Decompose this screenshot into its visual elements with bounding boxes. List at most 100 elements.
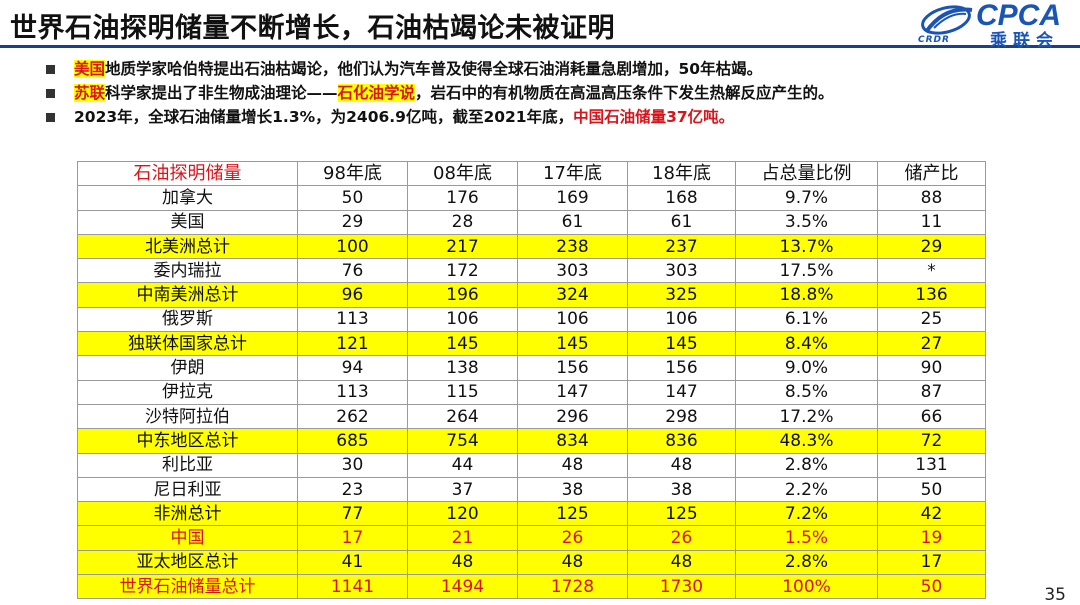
row-label-cell: 俄罗斯 — [77, 306, 298, 333]
table-cell: 1730 — [627, 574, 736, 600]
table-cell: 25 — [877, 306, 986, 333]
table-cell: 26 — [517, 525, 628, 551]
logo-text: CPCA — [976, 0, 1062, 32]
table-cell: 17.5% — [735, 258, 878, 284]
table-cell: 176 — [407, 185, 518, 211]
table-cell: 106 — [407, 306, 518, 333]
table-cell: 90 — [877, 355, 986, 381]
bullet-body: ，岩石中的有机物质在高温高压条件下发生热解反应产生的。 — [415, 84, 834, 102]
table-cell: 29 — [297, 209, 408, 235]
row-label-cell: 美国 — [77, 209, 298, 235]
table-cell: 8.4% — [735, 331, 878, 357]
header-cell: 占总量比例 — [735, 160, 878, 187]
table-cell: 37 — [407, 476, 518, 503]
table-row: 独联体国家总计 121 145 145 145 8.4% 27 — [77, 331, 986, 357]
table-cell: 30 — [297, 452, 408, 478]
bullet-square-icon — [46, 113, 55, 122]
header-cell: 17年底 — [517, 160, 628, 187]
row-label-cell: 尼日利亚 — [77, 476, 298, 503]
table-cell: 1.5% — [735, 525, 878, 551]
table-header-row: 石油探明储量 98年底 08年底 17年底 18年底 占总量比例 储产比 — [77, 160, 986, 187]
highlight-theory: 石化油学说 — [337, 84, 416, 102]
table-cell: 2.8% — [735, 549, 878, 576]
table-row: 委内瑞拉 76 172 303 303 17.5% * — [77, 258, 986, 284]
table-cell: 9.7% — [735, 185, 878, 211]
table-cell: 76 — [297, 258, 408, 284]
table-cell: 1494 — [407, 574, 518, 600]
table-row: 尼日利亚 23 37 38 38 2.2% 50 — [77, 476, 986, 503]
row-label-cell: 非洲总计 — [77, 501, 298, 527]
table-cell: 48 — [627, 549, 736, 576]
cpca-logo: CRDR CPCA 乘联会 — [912, 0, 1080, 51]
table-row: 非洲总计 77 120 125 125 7.2% 42 — [77, 501, 986, 527]
table-cell: 1728 — [517, 574, 628, 600]
table-cell: 29 — [877, 233, 986, 260]
table-cell: 147 — [627, 379, 736, 405]
table-cell: 28 — [407, 209, 518, 235]
row-label-cell: 独联体国家总计 — [77, 331, 298, 357]
bullet-square-icon — [46, 65, 55, 74]
table-row: 亚太地区总计 41 48 48 48 2.8% 17 — [77, 549, 986, 576]
table-cell: 147 — [517, 379, 628, 405]
table-row: 伊拉克 113 115 147 147 8.5% 87 — [77, 379, 986, 405]
table-cell: 50 — [877, 574, 986, 600]
table-cell: 113 — [297, 306, 408, 333]
table-cell: 136 — [877, 282, 986, 308]
bullet-text: 美国地质学家哈伯特提出石油枯竭论，他们认为汽车普及使得全球石油消耗量急剧增加，5… — [74, 58, 762, 80]
table-cell: 50 — [297, 185, 408, 211]
row-label-cell: 加拿大 — [77, 185, 298, 211]
table-cell: 17 — [877, 549, 986, 576]
header-cell: 98年底 — [297, 160, 408, 187]
table-cell: 115 — [407, 379, 518, 405]
table-cell: 145 — [627, 331, 736, 357]
table-row: 沙特阿拉伯 262 264 296 298 17.2% 66 — [77, 403, 986, 430]
table-cell: 196 — [407, 282, 518, 308]
header-cell: 储产比 — [877, 160, 986, 187]
table-cell: 324 — [517, 282, 628, 308]
table-cell: 834 — [517, 428, 628, 454]
table-row: 俄罗斯 113 106 106 106 6.1% 25 — [77, 306, 986, 333]
table-cell: 237 — [627, 233, 736, 260]
table-cell: 96 — [297, 282, 408, 308]
table-row: 北美洲总计 100 217 238 237 13.7% 29 — [77, 233, 986, 260]
table-cell: 50 — [877, 476, 986, 503]
table-cell: 131 — [877, 452, 986, 478]
row-label-cell: 中东地区总计 — [77, 428, 298, 454]
table-cell: 2.2% — [735, 476, 878, 503]
table-cell: 100% — [735, 574, 878, 600]
row-label-cell: 委内瑞拉 — [77, 258, 298, 284]
table-cell: 2.8% — [735, 452, 878, 478]
table-cell: 121 — [297, 331, 408, 357]
table-cell: 48 — [517, 549, 628, 576]
table-cell: 168 — [627, 185, 736, 211]
table-cell: 836 — [627, 428, 736, 454]
logo-chinese-name: 乘联会 — [990, 31, 1059, 51]
table-cell: 77 — [297, 501, 408, 527]
table-cell: 66 — [877, 403, 986, 430]
table-cell: 298 — [627, 403, 736, 430]
table-cell: 7.2% — [735, 501, 878, 527]
bullet-body: 2023年，全球石油储量增长1.3%，为2406.9亿吨，截至2021年底， — [74, 108, 574, 126]
table-cell: 17.2% — [735, 403, 878, 430]
table-cell: 48.3% — [735, 428, 878, 454]
table-cell: 61 — [517, 209, 628, 235]
table-row: 伊朗 94 138 156 156 9.0% 90 — [77, 355, 986, 381]
table-row: 中东地区总计 685 754 834 836 48.3% 72 — [77, 428, 986, 454]
table-cell: 113 — [297, 379, 408, 405]
table-cell: 125 — [517, 501, 628, 527]
table-cell: 44 — [407, 452, 518, 478]
table-cell: 120 — [407, 501, 518, 527]
table-cell: 262 — [297, 403, 408, 430]
table-body: 加拿大 50 176 169 168 9.7% 88 美国 29 28 61 61 3.5% 11 北美洲总… — [77, 185, 986, 600]
table-cell: 17 — [297, 525, 408, 551]
table-cell: 9.0% — [735, 355, 878, 381]
table-row: 中南美洲总计 96 196 324 325 18.8% 136 — [77, 282, 986, 308]
table-cell: 125 — [627, 501, 736, 527]
table-cell: 38 — [517, 476, 628, 503]
table-cell: 48 — [627, 452, 736, 478]
table-cell: 6.1% — [735, 306, 878, 333]
table-cell: 3.5% — [735, 209, 878, 235]
bullet-text: 苏联科学家提出了非生物成油理论——石化油学说，岩石中的有机物质在高温高压条件下发… — [74, 82, 834, 104]
table-row: 中国 17 21 26 26 1.5% 19 — [77, 525, 986, 551]
table-cell: 145 — [517, 331, 628, 357]
